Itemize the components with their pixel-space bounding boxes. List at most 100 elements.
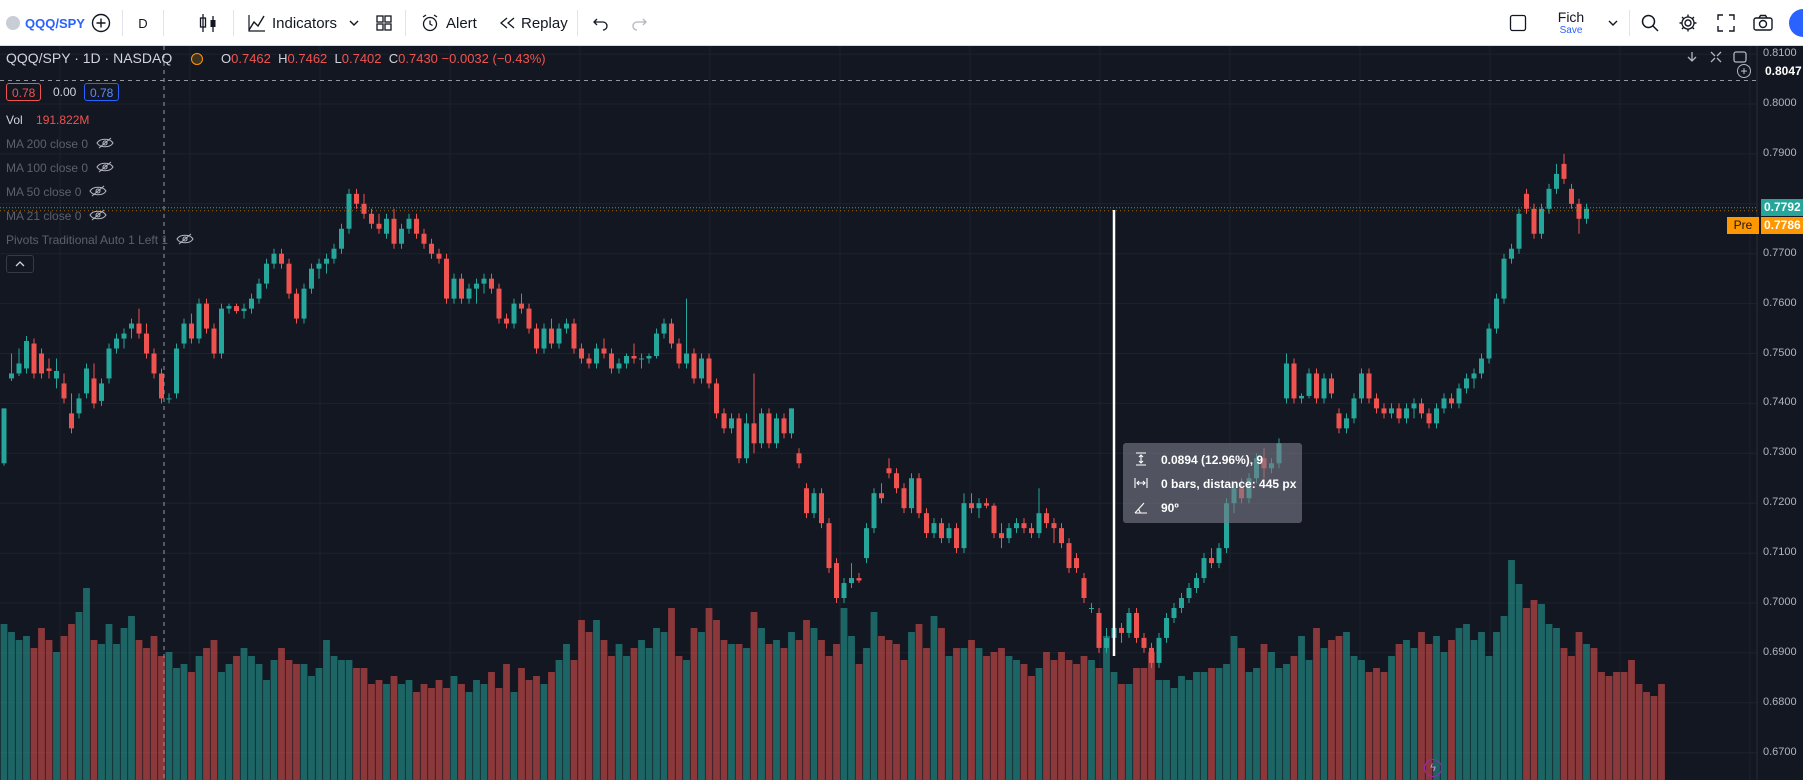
candle-body — [114, 338, 119, 349]
undo-button[interactable] — [592, 0, 610, 46]
eye-hidden-icon[interactable] — [89, 185, 108, 200]
volume-bar — [15, 640, 23, 780]
volume-bar — [1388, 656, 1395, 780]
eye-hidden-icon[interactable] — [176, 233, 194, 248]
eye-hidden-icon[interactable] — [89, 209, 108, 224]
candle-body — [1561, 163, 1567, 179]
maximize-pane-button[interactable] — [1707, 49, 1725, 65]
volume-bar — [788, 632, 795, 780]
candle-body — [474, 283, 479, 289]
market-status-icon[interactable] — [191, 53, 203, 65]
price-axis-label: 0.7400 — [1763, 396, 1797, 409]
volume-bar — [75, 612, 83, 780]
buy-price-button[interactable]: 0.78 — [84, 83, 120, 101]
layout-menu-button[interactable] — [1607, 0, 1619, 46]
volume-bar — [1140, 668, 1148, 780]
volume-bar — [1500, 616, 1508, 780]
alert-button[interactable]: Alert — [420, 0, 477, 46]
candle-body — [579, 348, 584, 359]
candle-body — [481, 278, 487, 284]
indicator-ma200[interactable]: MA 200 close 0 — [6, 137, 114, 152]
candle-body — [946, 528, 952, 539]
unnamed-layout-button[interactable] — [1508, 0, 1528, 46]
volume-bar — [630, 648, 638, 780]
spread-value: 0.00 — [53, 85, 77, 99]
candle-body — [939, 523, 944, 539]
candle-body — [189, 323, 194, 339]
volume-bar — [1253, 668, 1260, 780]
candle-body — [376, 223, 382, 229]
volume-legend[interactable]: Vol 191.822M — [6, 113, 89, 127]
interval-button[interactable]: D — [138, 15, 148, 31]
arrow-down-icon — [1687, 52, 1697, 62]
indicator-ma50[interactable]: MA 50 close 0 — [6, 185, 108, 200]
volume-bar — [68, 624, 75, 780]
snapshot-button[interactable] — [1752, 0, 1774, 46]
alarm-clock-icon — [422, 14, 438, 32]
volume-bar — [1658, 684, 1665, 780]
candle-body — [856, 578, 862, 581]
candle-body — [451, 278, 457, 299]
volume-bar — [1238, 648, 1245, 780]
compare-symbol-button[interactable] — [90, 0, 112, 46]
indicator-pivots[interactable]: Pivots Traditional Auto 1 Left 1 — [6, 233, 194, 248]
fullscreen-button[interactable] — [1716, 0, 1736, 46]
candle-body — [421, 233, 427, 244]
publish-button[interactable] — [1789, 9, 1803, 37]
chart-type-button[interactable] — [198, 0, 218, 46]
eye-hidden-icon[interactable] — [96, 137, 114, 152]
volume-bar — [1170, 688, 1178, 780]
indicator-ma100[interactable]: MA 100 close 0 — [6, 161, 114, 176]
candle-body — [594, 348, 599, 364]
collapse-arrows-icon — [1710, 51, 1722, 63]
volume-bar — [510, 692, 518, 780]
layouts-button[interactable] — [375, 0, 393, 46]
legend-title[interactable]: QQQ/SPY · 1D · NASDAQ — [6, 50, 173, 66]
candle-body — [789, 408, 794, 434]
volume-bar — [1080, 656, 1088, 780]
volume-bar — [98, 644, 105, 780]
collapse-pane-button[interactable] — [1683, 49, 1701, 65]
candle-body — [39, 353, 44, 374]
collapse-legend-button[interactable] — [6, 255, 34, 273]
candle-body — [1554, 173, 1559, 189]
redo-button[interactable] — [630, 0, 648, 46]
chart-area[interactable]: 0.8100 0.8000 0.7900 0.7700 0.7600 0.7500 0.74… — [0, 46, 1803, 780]
volume-bar — [600, 640, 608, 780]
symbol-search-button[interactable]: QQQ/SPY — [6, 0, 85, 46]
volume-bar — [30, 648, 38, 780]
indicators-button[interactable]: Indicators — [247, 0, 337, 46]
volume-bar — [803, 620, 810, 780]
reset-scale-button[interactable] — [1731, 49, 1749, 65]
add-alert-plus-icon[interactable]: + — [1737, 64, 1751, 78]
replay-button[interactable]: Replay — [498, 0, 568, 46]
volume-bar — [1065, 660, 1073, 780]
layout-save-button[interactable]: Fich Save — [1552, 0, 1590, 46]
candle-body — [241, 308, 247, 312]
candle-body — [286, 263, 292, 294]
candlestick-chart[interactable] — [0, 46, 1803, 780]
candle-body — [534, 328, 539, 349]
volume-bar — [563, 644, 570, 780]
volume-bar — [975, 648, 983, 780]
lightning-icon[interactable]: ϟ — [1424, 759, 1442, 777]
sell-price-button[interactable]: 0.78 — [6, 83, 42, 101]
candle-body — [1096, 612, 1102, 648]
search-button[interactable] — [1640, 0, 1660, 46]
eye-hidden-icon[interactable] — [96, 161, 114, 176]
volume-bar — [653, 628, 660, 780]
candle-body — [309, 268, 314, 289]
indicator-ma21[interactable]: MA 21 close 0 — [6, 209, 108, 224]
volume-bar — [1043, 652, 1050, 780]
volume-bar — [1455, 628, 1463, 780]
favorites-dropdown-button[interactable] — [348, 0, 360, 46]
settings-button[interactable] — [1677, 0, 1699, 46]
candle-body — [466, 288, 472, 299]
volume-bar — [360, 668, 368, 780]
measure-tooltip: 0.0894 (12.96%), 9 0 bars, distance: 445… — [1123, 443, 1302, 523]
candle-body — [969, 503, 974, 509]
candle-body — [301, 288, 307, 319]
volume-bar — [255, 664, 263, 780]
candle-body — [1164, 617, 1169, 638]
price-axis[interactable]: 0.8100 0.8000 0.7900 0.7700 0.7600 0.7500 0.74… — [1757, 46, 1803, 780]
